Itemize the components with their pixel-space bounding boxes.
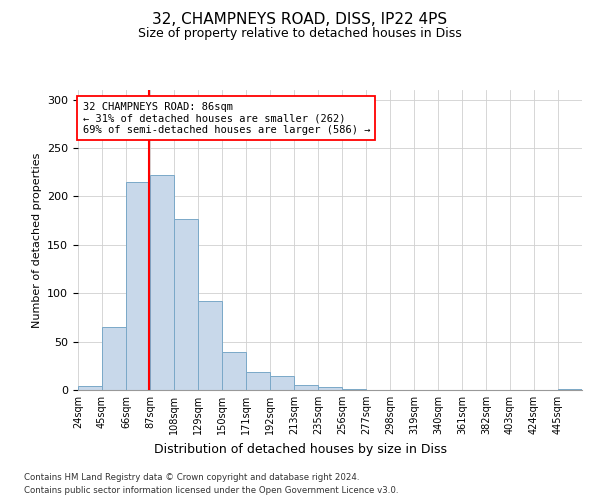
Text: 32, CHAMPNEYS ROAD, DISS, IP22 4PS: 32, CHAMPNEYS ROAD, DISS, IP22 4PS — [152, 12, 448, 28]
Text: Contains HM Land Registry data © Crown copyright and database right 2024.: Contains HM Land Registry data © Crown c… — [24, 472, 359, 482]
Bar — [558, 389, 582, 390]
Bar — [126, 182, 150, 390]
Y-axis label: Number of detached properties: Number of detached properties — [32, 152, 41, 328]
Text: Distribution of detached houses by size in Diss: Distribution of detached houses by size … — [154, 442, 446, 456]
Text: Contains public sector information licensed under the Open Government Licence v3: Contains public sector information licen… — [24, 486, 398, 495]
Bar — [294, 385, 318, 390]
Bar — [150, 175, 174, 390]
Bar — [102, 327, 126, 390]
Bar — [270, 376, 294, 390]
Text: 32 CHAMPNEYS ROAD: 86sqm
← 31% of detached houses are smaller (262)
69% of semi-: 32 CHAMPNEYS ROAD: 86sqm ← 31% of detach… — [83, 102, 370, 135]
Bar — [78, 386, 102, 390]
Bar — [318, 387, 342, 390]
Bar — [222, 352, 246, 390]
Bar — [174, 218, 198, 390]
Text: Size of property relative to detached houses in Diss: Size of property relative to detached ho… — [138, 28, 462, 40]
Bar — [198, 301, 222, 390]
Bar — [342, 389, 366, 390]
Bar — [246, 372, 270, 390]
